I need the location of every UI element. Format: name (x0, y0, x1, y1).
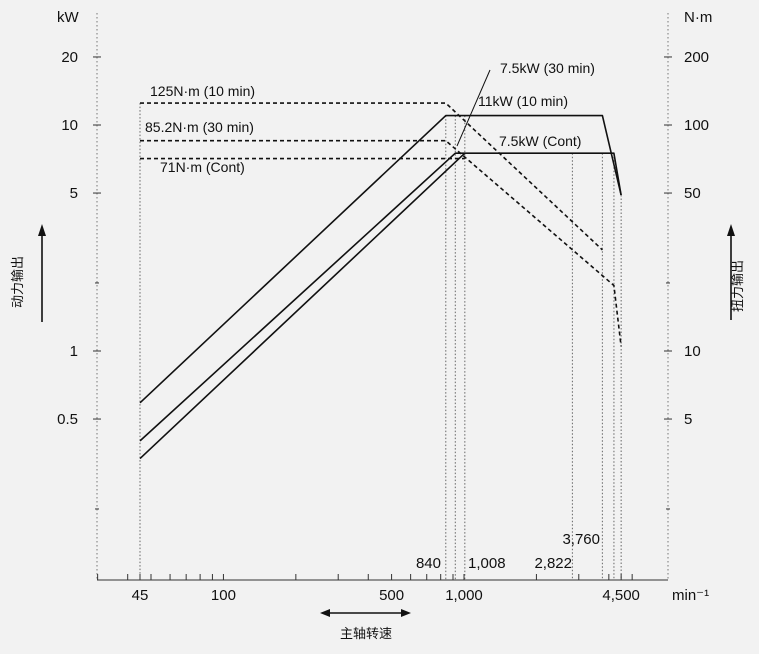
left-tick-label-1: 10 (61, 117, 78, 134)
bottom-axis-arrowhead-right (401, 609, 411, 617)
x-tick-label-2: 500 (379, 587, 404, 604)
right-tick-label-2: 50 (684, 185, 701, 202)
right-unit-label: N·m (684, 9, 712, 26)
left-tick-label-4: 0.5 (57, 411, 78, 428)
power-series-label-1: 7.5kW (30 min) (500, 60, 595, 76)
power-curve-2 (139, 152, 622, 460)
torque-curve-0 (140, 102, 603, 251)
right-tick-label-0: 200 (684, 49, 709, 66)
bottom-unit-label: min⁻¹ (672, 587, 709, 604)
right-tick-label-4: 5 (684, 411, 692, 428)
label-leader-line (456, 69, 491, 147)
power-curve-1 (139, 152, 465, 442)
power-series-label-2: 7.5kW (Cont) (499, 133, 581, 149)
speed-label-3: 3,760 (562, 531, 600, 548)
bottom-axis-title: 主轴转速 (340, 627, 392, 642)
left-unit-label: kW (57, 9, 80, 26)
left-tick-label-0: 20 (61, 49, 78, 66)
speed-label-2: 2,822 (534, 555, 572, 572)
speed-label-0: 840 (416, 555, 441, 572)
x-tick-label-1: 100 (211, 587, 236, 604)
right-tick-label-1: 100 (684, 117, 709, 134)
left-tick-label-2: 5 (70, 185, 78, 202)
left-tick-label-3: 1 (70, 343, 78, 360)
x-tick-label-3: 1,000 (445, 587, 483, 604)
torque-series-label-1: 85.2N·m (30 min) (145, 119, 254, 135)
bottom-axis-arrowhead-left (320, 609, 330, 617)
torque-series-label-2: 71N·m (Cont) (160, 159, 245, 175)
torque-series-label-0: 125N·m (10 min) (150, 83, 255, 99)
x-tick-label-0: 45 (132, 587, 149, 604)
power-series-label-0: 11kW (10 min) (478, 93, 568, 109)
right-axis-title: 扭力输出 (730, 260, 746, 312)
speed-label-1: 1,008 (468, 555, 506, 572)
power-curve-0 (139, 114, 622, 404)
torque-curve-1 (140, 139, 622, 347)
right-axis-arrowhead (727, 224, 735, 236)
left-axis-title: 动力输出 (10, 256, 26, 308)
right-tick-label-3: 10 (684, 343, 701, 360)
x-tick-label-4: 4,500 (602, 587, 640, 604)
left-axis-arrowhead (38, 224, 46, 236)
